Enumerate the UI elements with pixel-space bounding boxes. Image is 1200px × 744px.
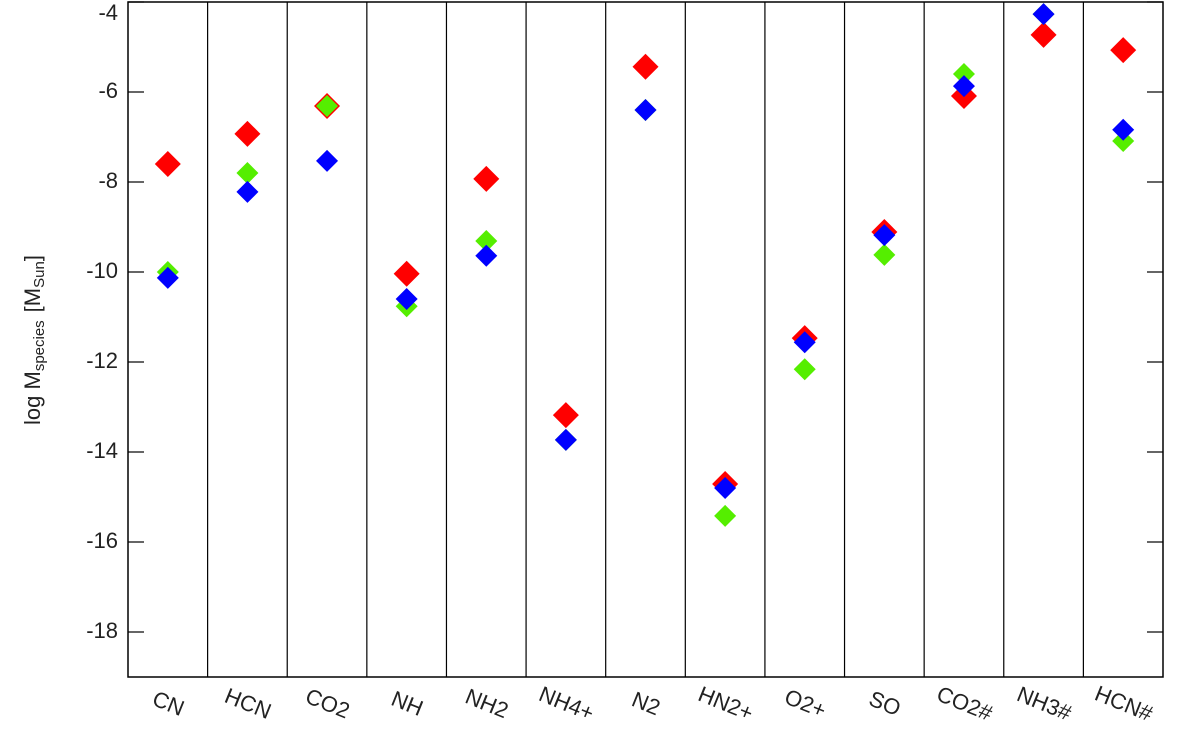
diamond-marker (1110, 37, 1137, 64)
plot-frame (127, 1, 1164, 678)
diamond-marker (952, 75, 975, 98)
diamond-marker (236, 162, 259, 184)
x-tick-label: HCN# (1091, 681, 1157, 727)
diamond-marker (793, 331, 816, 354)
diamond-marker (552, 402, 579, 429)
x-tick-label: NH (388, 686, 427, 721)
diamond-marker (793, 358, 816, 381)
diamond-marker (316, 149, 339, 172)
y-tick-label: -10 (86, 258, 118, 283)
diamond-marker (316, 94, 339, 117)
y-label-sub: species (31, 320, 48, 371)
diamond-marker (714, 504, 737, 527)
diamond-marker (1030, 21, 1057, 48)
y-label-text: log M (20, 371, 45, 425)
y-tick-label: -12 (86, 348, 118, 373)
diamond-marker (156, 266, 179, 289)
y-tick-label: -8 (98, 168, 118, 193)
y-label-unit-end: ] (20, 255, 45, 261)
x-tick-label: CO2 (302, 683, 353, 723)
y-tick-label: -16 (86, 528, 118, 553)
diamond-marker (475, 229, 498, 252)
x-tick-label: N2 (628, 687, 663, 721)
x-tick-label: HCN (221, 683, 275, 724)
diamond-marker (154, 151, 181, 177)
x-tick-label: SO (866, 686, 905, 721)
diamond-marker (1112, 130, 1135, 153)
diamond-marker (234, 120, 261, 147)
diamond-marker (1112, 118, 1135, 141)
x-tick-label: CN (149, 686, 188, 721)
y-tick-label: -4 (98, 0, 118, 25)
x-tick-label: CO2# (933, 681, 996, 726)
y-label-unit: [M (20, 288, 45, 312)
x-tick-label: NH2 (462, 684, 512, 724)
diamond-marker (395, 288, 418, 310)
diamond-marker (393, 260, 420, 287)
x-tick-label: NH3# (1013, 681, 1075, 726)
diamond-marker (634, 99, 657, 121)
diamond-marker (714, 477, 737, 499)
y-tick-label: -6 (98, 78, 118, 103)
diamond-marker (873, 243, 896, 266)
diamond-marker (873, 224, 896, 247)
x-tick-label: NH4+ (535, 681, 597, 725)
diamond-marker (473, 165, 500, 192)
y-axis-label: log Mspecies [MSun] (20, 255, 48, 425)
diamond-marker (475, 244, 498, 267)
diamond-marker (554, 428, 577, 451)
x-tick-label: HN2+ (695, 681, 757, 725)
diamond-marker (952, 63, 975, 85)
x-tick-label: O2+ (781, 684, 829, 723)
y-tick-label: -18 (86, 618, 118, 643)
diamond-marker (632, 53, 659, 80)
diamond-marker (1032, 3, 1055, 26)
diamond-marker (236, 180, 259, 203)
y-tick-label: -14 (86, 438, 118, 463)
y-label-unit-sub: Sun (31, 261, 48, 288)
